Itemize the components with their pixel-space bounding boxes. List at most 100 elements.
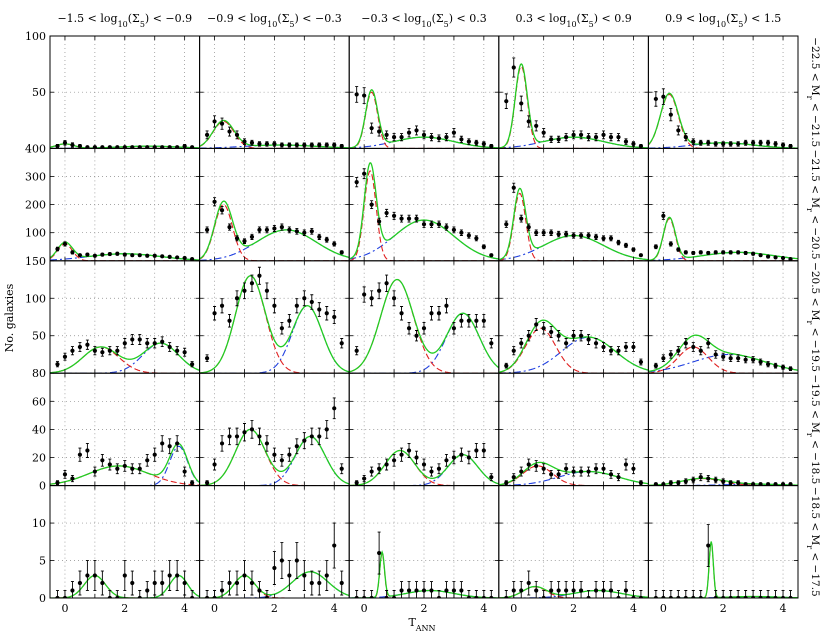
total-fit-line (50, 342, 200, 374)
data-point (182, 350, 187, 355)
data-point (272, 565, 277, 571)
data-point (698, 475, 703, 480)
panel-r4-c0 (49, 485, 201, 599)
data-point (668, 112, 673, 117)
data-point (683, 479, 688, 484)
data-point (279, 326, 284, 331)
data-point (137, 253, 142, 258)
panel-r4-c3 (498, 485, 649, 599)
data-point (444, 303, 449, 308)
data-point (85, 252, 90, 257)
panel-r3-c0 (49, 372, 201, 487)
panel-r1-c4 (647, 147, 799, 262)
data-point (623, 588, 629, 593)
y-tick-label: 200 (25, 199, 46, 212)
data-point (354, 180, 359, 185)
data-point (242, 430, 247, 435)
y-tick-label: 20 (32, 452, 46, 465)
data-point (743, 357, 748, 362)
data-point (593, 234, 599, 240)
data-point (249, 427, 255, 432)
data-point (504, 222, 509, 227)
data-point (683, 135, 688, 140)
data-point (466, 139, 471, 144)
data-points (55, 560, 195, 599)
x-tick-label: 0 (61, 602, 68, 615)
data-point (287, 227, 292, 232)
data-point (706, 476, 711, 481)
data-point (526, 580, 531, 586)
data-point (698, 595, 703, 599)
data-point (377, 466, 382, 471)
data-point (130, 145, 135, 149)
data-point (765, 482, 771, 486)
data-point (751, 140, 756, 145)
data-point (466, 233, 471, 238)
data-point (406, 216, 412, 221)
data-point (332, 241, 337, 247)
tick-marks (498, 485, 649, 599)
data-point (204, 356, 210, 361)
data-point (459, 318, 464, 323)
total-fit-line (199, 275, 350, 374)
data-point (324, 427, 329, 432)
curves (349, 162, 499, 261)
data-point (339, 466, 344, 471)
data-point (287, 452, 292, 457)
data-point (623, 243, 629, 248)
data-point (436, 311, 442, 316)
tick-marks (648, 260, 798, 374)
data-point (706, 140, 711, 145)
data-point (227, 434, 232, 439)
data-points (653, 473, 793, 486)
data-point (257, 588, 262, 593)
panel-r3-c3 (498, 372, 649, 487)
data-point (773, 141, 778, 147)
column-title-3: 0.3 < log10(Σ5) < 0.9 (515, 12, 631, 29)
tick-marks (50, 147, 200, 261)
data-point (616, 240, 621, 245)
data-point (317, 142, 322, 148)
data-point (683, 595, 688, 599)
data-point (676, 595, 681, 599)
data-point (691, 477, 696, 483)
data-point (399, 452, 404, 457)
y-tick-label: 5 (39, 555, 46, 568)
tick-marks (648, 35, 798, 149)
data-point (219, 303, 225, 308)
data-point (152, 341, 157, 346)
data-point (137, 466, 142, 471)
row-label-3: −19.5 < Mr < −18.5 (806, 374, 822, 484)
data-point (167, 145, 172, 149)
data-point (406, 448, 412, 453)
data-point (302, 438, 307, 443)
data-point (249, 580, 255, 586)
data-point (204, 595, 210, 599)
data-point (339, 250, 344, 255)
data-point (85, 145, 90, 149)
data-point (249, 281, 255, 286)
data-point (481, 318, 486, 323)
data-point (728, 250, 733, 255)
data-point (489, 253, 494, 258)
data-point (788, 366, 793, 371)
data-point (526, 119, 531, 124)
data-point (631, 247, 636, 252)
data-point (758, 482, 763, 486)
data-point (586, 469, 591, 474)
data-points (55, 241, 195, 261)
y-tick-label: 0 (39, 592, 46, 605)
data-point (227, 224, 232, 230)
data-point (421, 222, 427, 227)
tick-marks (50, 372, 200, 487)
data-point (234, 296, 240, 301)
data-point (601, 344, 606, 350)
data-point (474, 448, 479, 453)
tick-marks (50, 35, 200, 149)
y-tick-label: 100 (25, 227, 46, 240)
data-point (362, 476, 367, 481)
data-point (160, 580, 165, 586)
data-point (653, 363, 658, 368)
data-point (721, 479, 726, 484)
panel-grid (49, 35, 799, 599)
